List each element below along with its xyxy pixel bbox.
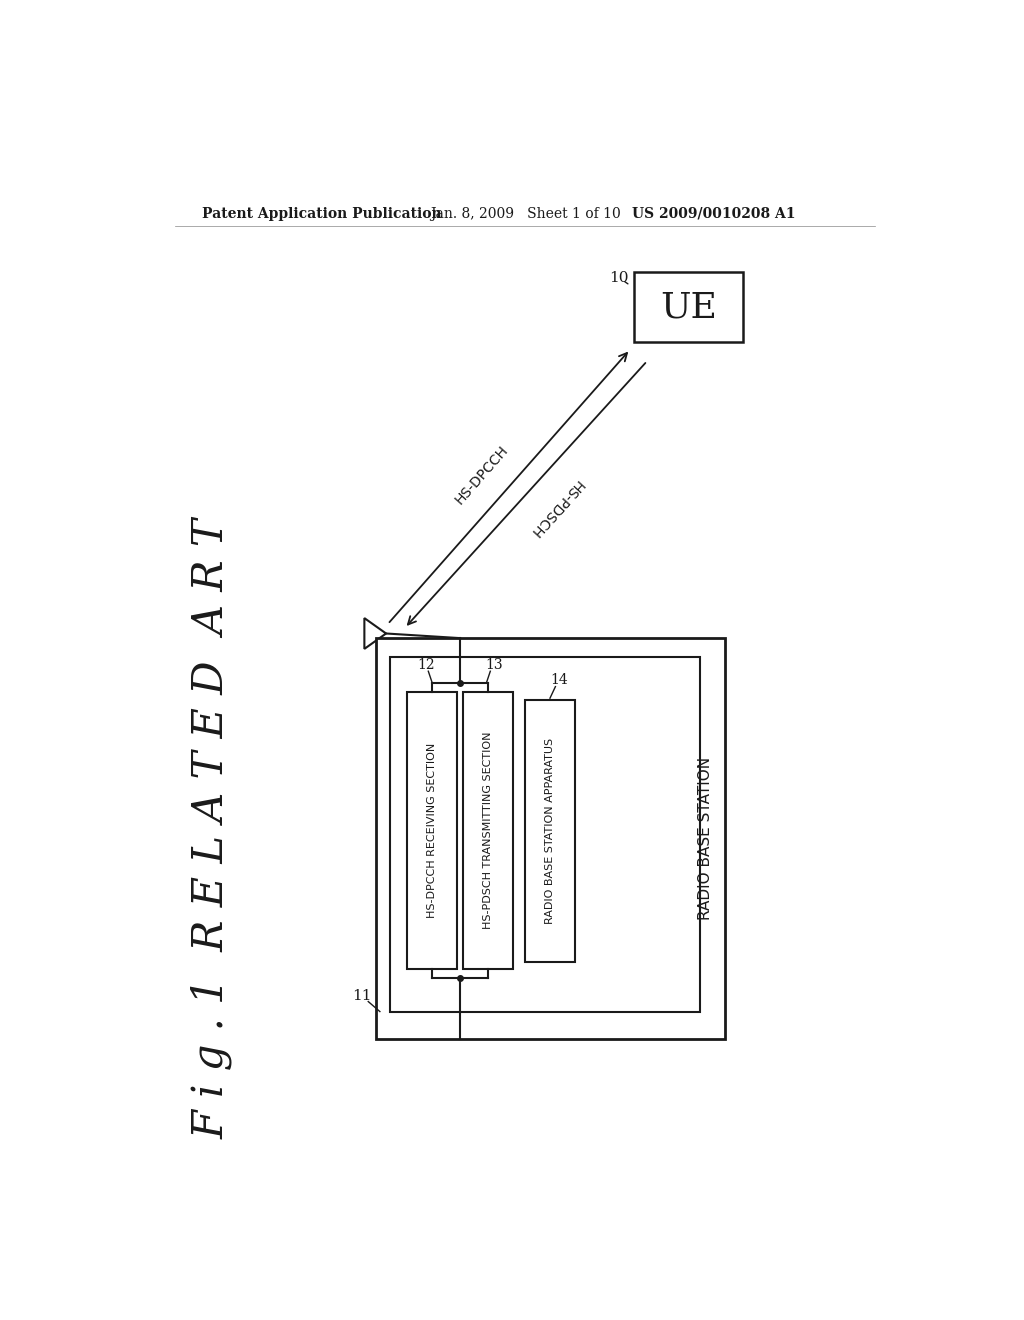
Bar — [390, 657, 700, 1011]
Text: HS-DPCCH RECEIVING SECTION: HS-DPCCH RECEIVING SECTION — [427, 743, 437, 919]
Text: Patent Application Publication: Patent Application Publication — [202, 207, 441, 220]
Text: HS-PDSCH: HS-PDSCH — [526, 477, 585, 540]
Text: F i g . 1  R E L A T E D  A R T: F i g . 1 R E L A T E D A R T — [190, 517, 232, 1139]
Text: US 2009/0010208 A1: US 2009/0010208 A1 — [632, 207, 796, 220]
Bar — [407, 692, 458, 969]
Bar — [463, 692, 513, 969]
Bar — [376, 638, 725, 1039]
Text: 14: 14 — [551, 673, 568, 688]
Text: Jan. 8, 2009   Sheet 1 of 10: Jan. 8, 2009 Sheet 1 of 10 — [430, 207, 621, 220]
Text: 13: 13 — [485, 659, 503, 672]
Text: UE: UE — [659, 290, 717, 323]
Text: RADIO BASE STATION: RADIO BASE STATION — [698, 756, 713, 920]
Text: 12: 12 — [417, 659, 435, 672]
Bar — [634, 272, 742, 342]
Text: 11: 11 — [352, 989, 372, 1003]
Text: HS-DPCCH: HS-DPCCH — [453, 444, 511, 507]
Bar — [524, 700, 575, 961]
Text: HS-PDSCH TRANSMITTING SECTION: HS-PDSCH TRANSMITTING SECTION — [483, 731, 493, 929]
Text: RADIO BASE STATION APPARATUS: RADIO BASE STATION APPARATUS — [545, 738, 555, 924]
Text: 10: 10 — [609, 271, 629, 285]
